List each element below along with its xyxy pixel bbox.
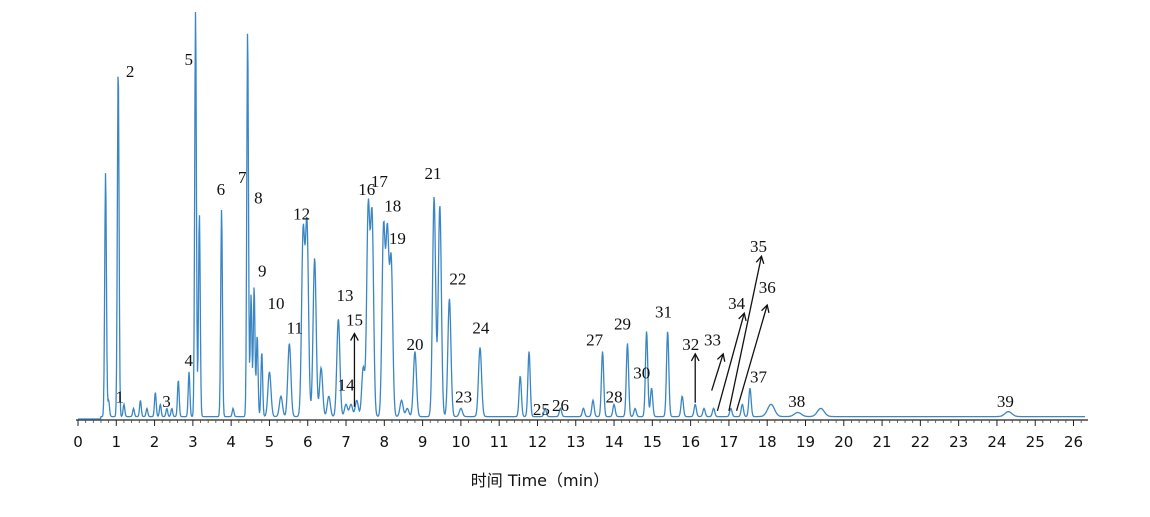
- peak-label: 29: [614, 314, 631, 333]
- peak-label: 35: [750, 237, 767, 256]
- peak-label: 1: [116, 388, 125, 407]
- peak-labels: 1234567891011121314151617181920212223242…: [116, 50, 1014, 419]
- x-tick-label: 9: [418, 433, 428, 451]
- peak-label: 34: [728, 294, 746, 313]
- x-tick-label: 0: [73, 433, 83, 451]
- arrow-layer: [350, 254, 770, 412]
- peak-label: 12: [293, 205, 310, 224]
- peak-label: 39: [997, 392, 1014, 411]
- peak-label: 13: [336, 286, 353, 305]
- x-tick-label: 14: [604, 433, 623, 451]
- x-tick-label: 20: [834, 433, 853, 451]
- x-tick-label: 15: [643, 433, 662, 451]
- x-axis-title: 时间 Time（min）: [471, 471, 609, 490]
- peak-label: 20: [407, 335, 424, 354]
- x-tick-label: 12: [528, 433, 547, 451]
- peak-label: 38: [788, 392, 805, 411]
- peak-label: 30: [633, 363, 650, 382]
- peak-label: 6: [217, 180, 226, 199]
- peak-label: 25: [533, 400, 550, 419]
- arrow-head: [716, 352, 726, 362]
- annotation-arrow: [728, 256, 763, 411]
- peak-label: 8: [254, 188, 263, 207]
- peak-label: 23: [455, 388, 472, 407]
- chart-frame: [65, 10, 1102, 495]
- x-tick-label: 23: [949, 433, 968, 451]
- x-tick-label: 21: [873, 433, 892, 451]
- peak-label: 9: [258, 262, 267, 281]
- x-axis-ticks: 0 1 2 3 4 5 6 7 8 9 10 11 12 13 14 15 16 17 18 19 20 21 22 23 24…: [73, 420, 1083, 451]
- arrow-head: [738, 311, 747, 322]
- peak-label: 31: [655, 302, 672, 321]
- annotation-arrow: [735, 304, 768, 412]
- peak-label: 28: [606, 388, 623, 407]
- peak-label: 15: [346, 310, 363, 329]
- peak-label: 4: [184, 351, 193, 370]
- x-tick-label: 7: [341, 433, 351, 451]
- x-tick-label: 10: [451, 433, 470, 451]
- x-tick-label: 16: [681, 433, 700, 451]
- x-tick-label: 2: [150, 433, 160, 451]
- peak-label: 24: [472, 319, 490, 338]
- peak-label: 2: [126, 62, 134, 81]
- peak-label: 7: [238, 168, 247, 187]
- x-tick-label: 8: [380, 433, 390, 451]
- x-tick-label: 18: [758, 433, 777, 451]
- x-tick-label: 13: [566, 433, 585, 451]
- peak-label: 33: [704, 331, 721, 350]
- x-tick-label: 5: [265, 433, 275, 451]
- annotation-arrow: [711, 353, 724, 391]
- peak-label: 14: [338, 376, 356, 395]
- x-tick-label: 11: [490, 433, 509, 451]
- x-tick-label: 17: [719, 433, 738, 451]
- x-tick-label: 25: [1026, 433, 1045, 451]
- arrow-head: [761, 303, 770, 313]
- chromatogram-trace: [78, 11, 1085, 420]
- peak-label: 3: [162, 392, 171, 411]
- peak-label: 19: [389, 229, 406, 248]
- peak-label: 18: [384, 196, 401, 215]
- peak-label: 17: [371, 172, 389, 191]
- peak-label: 26: [552, 396, 569, 415]
- x-tick-label: 4: [226, 433, 236, 451]
- peak-label: 10: [268, 294, 285, 313]
- peak-label: 32: [682, 335, 699, 354]
- peak-label: 16: [358, 180, 375, 199]
- peak-label: 27: [586, 331, 604, 350]
- x-tick-label: 26: [1064, 433, 1083, 451]
- peak-label: 22: [449, 270, 466, 289]
- peak-label: 21: [425, 164, 442, 183]
- peak-label: 5: [184, 50, 193, 69]
- peak-label: 11: [287, 319, 303, 338]
- arrow-head: [755, 254, 765, 265]
- peak-label: 36: [759, 278, 776, 297]
- x-tick-label: 24: [987, 433, 1006, 451]
- arrow-head: [350, 332, 359, 341]
- x-tick-label: 19: [796, 433, 815, 451]
- plot-background: [65, 10, 1102, 495]
- annotation-arrow: [716, 313, 745, 412]
- trace-layer: [78, 11, 1085, 420]
- x-tick-label: 3: [188, 433, 198, 451]
- x-tick-label: 22: [911, 433, 930, 451]
- x-tick-label: 1: [112, 433, 122, 451]
- arrow-head: [690, 352, 700, 362]
- x-tick-label: 6: [303, 433, 313, 451]
- peak-label: 37: [750, 367, 768, 386]
